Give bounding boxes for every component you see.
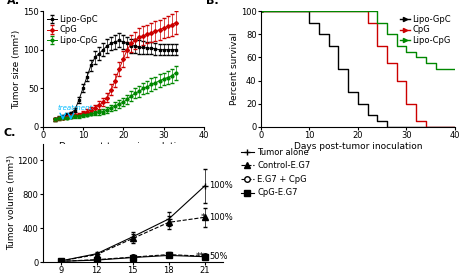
X-axis label: Days post-tumor inoculation: Days post-tumor inoculation [293,142,422,150]
Lipo-CpG [452,67,458,71]
Lipo-GpC [374,120,380,123]
Line: CpG: CpG [261,11,455,127]
CpG [355,9,361,13]
Lipo-GpC [452,125,458,129]
CpG [394,79,400,82]
CpG [384,62,390,65]
CpG [423,125,428,129]
Legend: Lipo-GpC, CpG, Lipo-CpG: Lipo-GpC, CpG, Lipo-CpG [400,15,451,45]
Lipo-CpG [365,9,371,13]
Lipo-CpG [433,67,438,71]
Lipo-GpC [258,9,264,13]
Lipo-GpC [316,33,322,36]
Y-axis label: Tumor size (mm²): Tumor size (mm²) [12,29,21,109]
Lipo-CpG [423,62,428,65]
Y-axis label: Percent survival: Percent survival [230,33,239,105]
CpG [404,102,410,105]
Legend: Lipo-GpC, CpG, Lipo-CpG: Lipo-GpC, CpG, Lipo-CpG [47,15,98,45]
Text: treatment: treatment [58,105,93,111]
Lipo-CpG [374,21,380,24]
Lipo-CpG [384,33,390,36]
CpG [413,120,419,123]
Lipo-CpG [404,50,410,53]
CpG [452,125,458,129]
Line: Lipo-GpC: Lipo-GpC [261,11,455,127]
CpG [433,125,438,129]
Legend: Tumor alone, Control-E.G7, E.G7 + CpG, CpG-E.G7: Tumor alone, Control-E.G7, E.G7 + CpG, C… [241,148,310,197]
Lipo-GpC [384,125,390,129]
CpG [365,21,371,24]
Text: 100%: 100% [210,181,233,190]
Lipo-CpG [413,56,419,59]
Lipo-GpC [306,21,312,24]
Line: Lipo-CpG: Lipo-CpG [261,11,455,69]
Lipo-CpG [394,44,400,47]
Text: *: * [201,213,205,222]
Lipo-GpC [326,44,332,47]
Text: C.: C. [3,128,16,138]
Text: A.: A. [7,0,20,6]
Lipo-GpC [365,114,371,117]
Text: **: ** [196,252,205,261]
Lipo-CpG [258,9,264,13]
Text: 100%: 100% [210,213,233,222]
X-axis label: Days post-tumor inoculation: Days post-tumor inoculation [59,142,188,150]
Text: 50%: 50% [210,252,228,261]
Lipo-GpC [394,125,400,129]
CpG [258,9,264,13]
Lipo-GpC [355,102,361,105]
Lipo-GpC [336,67,341,71]
Text: B.: B. [206,0,219,6]
CpG [374,44,380,47]
Y-axis label: Tumor volume (mm³): Tumor volume (mm³) [7,155,16,251]
Lipo-GpC [345,91,351,94]
